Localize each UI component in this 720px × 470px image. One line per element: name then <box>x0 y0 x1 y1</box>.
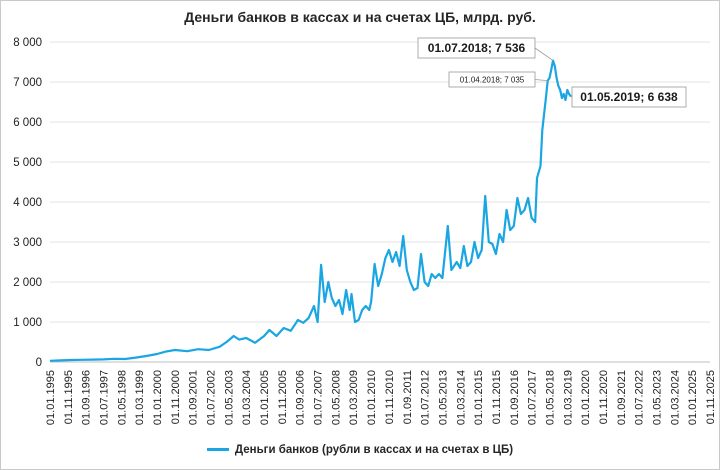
x-tick-label: 01.11.1995 <box>63 370 75 424</box>
annotation-label: 01.05.2019; 6 638 <box>580 90 678 104</box>
annotations-layer: 01.07.2018; 7 536 01.04.2018; 7 035 01.05.… <box>417 37 687 108</box>
series-layer <box>49 59 572 362</box>
y-tick-label: 6 000 <box>13 117 42 129</box>
x-tick-label: 01.05.1998 <box>116 370 128 425</box>
x-tick-label: 01.09.2006 <box>295 370 307 425</box>
legend-swatch <box>206 448 229 452</box>
x-tick-label: 01.03.1999 <box>134 370 146 425</box>
x-tick-label: 01.07.2002 <box>206 370 218 425</box>
x-tick-label: 01.11.2015 <box>491 370 503 424</box>
y-tick-label: 0 <box>36 357 42 369</box>
x-tick-label: 01.01.2005 <box>259 370 271 425</box>
annotation-leader <box>534 79 548 81</box>
annotation-box <box>417 37 536 59</box>
x-tick-label: 01.07.2012 <box>420 370 432 425</box>
x-tick-label: 01.09.2001 <box>188 370 200 425</box>
x-tick-label: 01.01.2020 <box>580 370 592 425</box>
x-tick-label: 01.11.2005 <box>277 370 289 424</box>
x-tick-label: 01.01.2015 <box>473 370 485 425</box>
y-tick-label: 5 000 <box>13 157 42 169</box>
annotation-leader <box>534 47 554 61</box>
x-tick-label: 01.09.2011 <box>402 370 414 424</box>
x-tick-label: 01.11.2020 <box>598 370 610 424</box>
y-axis-ticks: 0 1 000 2 000 3 000 4 000 5 000 6 000 7 000 8 00… <box>13 37 42 369</box>
x-tick-label: 01.05.2023 <box>651 370 663 425</box>
y-tick-label: 8 000 <box>13 37 42 49</box>
x-tick-label: 01.05.2008 <box>330 370 342 425</box>
annotation-label: 01.04.2018; 7 035 <box>460 76 525 85</box>
x-tick-label: 01.09.2021 <box>616 370 628 425</box>
x-tick-label: 01.03.2009 <box>348 370 360 425</box>
annotation-box <box>448 71 536 88</box>
y-tick-label: 2 000 <box>13 277 42 289</box>
x-tick-label: 01.11.2000 <box>170 370 182 424</box>
x-tick-label: 01.01.2025 <box>687 370 699 425</box>
x-tick-label: 01.03.2019 <box>562 370 574 425</box>
x-tick-label: 01.07.2017 <box>527 370 539 425</box>
chart-title: Деньги банков в кассах и на счетах ЦБ, м… <box>184 9 536 25</box>
x-tick-label: 01.05.2003 <box>223 370 235 425</box>
x-tick-label: 01.05.2018 <box>544 370 556 425</box>
series-line <box>49 59 572 362</box>
x-tick-label: 01.03.2014 <box>455 370 467 425</box>
x-tick-label: 01.09.2016 <box>509 370 521 425</box>
x-tick-label: 01.01.2000 <box>152 370 164 425</box>
x-axis-ticks: 01.01.1995 01.11.1995 01.09.1996 01.07.1997… <box>45 370 717 425</box>
x-tick-label: 01.07.2022 <box>634 370 646 425</box>
y-tick-label: 1 000 <box>13 317 42 329</box>
x-tick-label: 01.11.2010 <box>384 370 396 424</box>
x-tick-label: 01.01.1995 <box>45 370 57 425</box>
x-tick-label: 01.07.1997 <box>99 370 111 425</box>
legend: Деньги банков (рубли в кассах и на счета… <box>0 444 720 456</box>
x-tick-label: 01.03.2024 <box>669 370 681 425</box>
x-tick-label: 01.07.2007 <box>313 370 325 425</box>
legend-label: Деньги банков (рубли в кассах и на счета… <box>234 444 514 456</box>
x-tick-label: 01.01.2010 <box>366 370 378 425</box>
x-tick-label: 01.09.1996 <box>81 370 93 425</box>
y-tick-label: 4 000 <box>13 197 42 209</box>
y-tick-label: 3 000 <box>13 237 42 249</box>
x-tick-label: 01.03.2004 <box>241 370 253 425</box>
annotation-label: 01.07.2018; 7 536 <box>428 41 526 55</box>
x-tick-label: 01.11.2025 <box>705 370 717 424</box>
x-tick-label: 01.05.2013 <box>437 370 449 425</box>
annotation-box <box>571 86 687 108</box>
y-tick-label: 7 000 <box>13 77 42 89</box>
